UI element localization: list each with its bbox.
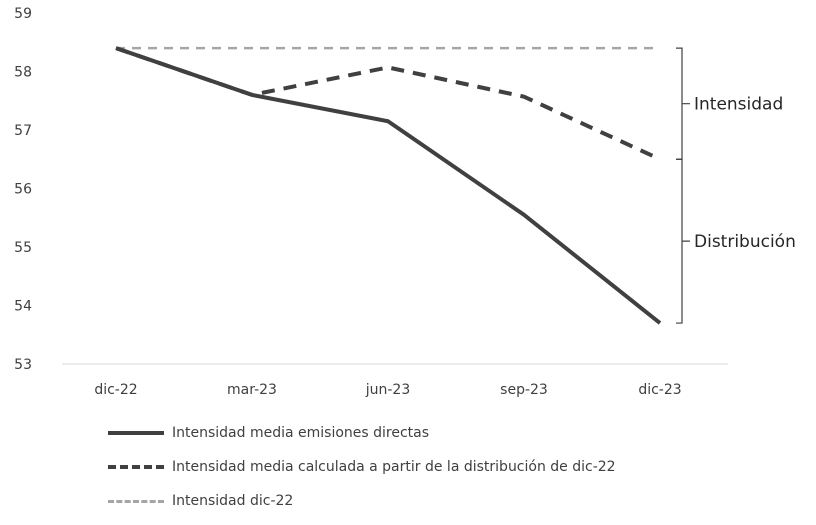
legend: Intensidad media emisiones directas Inte… (108, 423, 616, 525)
y-axis-ticks: 53 54 55 56 57 58 59 (14, 6, 32, 373)
legend-label: Intensidad media calculada a partir de l… (172, 459, 616, 475)
bracket-annotations: Intensidad Distribución (676, 47, 796, 324)
x-axis-ticks: dic-22 mar-23 jun-23 sep-23 dic-23 (94, 382, 681, 398)
legend-label: Intensidad dic-22 (172, 493, 294, 509)
legend-item-direct: Intensidad media emisiones directas (108, 423, 616, 443)
legend-item-baseline: Intensidad dic-22 (108, 491, 616, 511)
bracket-2 (676, 158, 690, 324)
legend-item-distribution: Intensidad media calculada a partir de l… (108, 457, 616, 477)
x-tick-label: sep-23 (500, 382, 548, 398)
x-tick-label: dic-22 (94, 382, 137, 398)
x-tick-label: mar-23 (227, 382, 277, 398)
bracket-1 (676, 47, 690, 160)
legend-swatch-solid (108, 431, 164, 435)
x-tick-label: jun-23 (365, 382, 411, 398)
y-tick-label: 53 (14, 357, 32, 373)
annotation-label: Distribución (694, 232, 796, 252)
y-tick-label: 54 (14, 299, 32, 315)
series-line-2 (115, 46, 661, 162)
legend-swatch-dashed (108, 465, 164, 469)
legend-label: Intensidad media emisiones directas (172, 425, 430, 441)
y-tick-label: 55 (14, 240, 32, 256)
series-line-1 (115, 46, 662, 325)
series-lines (115, 46, 662, 325)
y-tick-label: 59 (14, 6, 32, 22)
x-tick-label: dic-23 (638, 382, 681, 398)
y-tick-label: 57 (14, 123, 32, 139)
annotation-label: Intensidad (694, 95, 783, 115)
y-tick-label: 56 (14, 182, 32, 198)
legend-swatch-gray-dashed (108, 499, 164, 503)
y-tick-label: 58 (14, 65, 32, 81)
